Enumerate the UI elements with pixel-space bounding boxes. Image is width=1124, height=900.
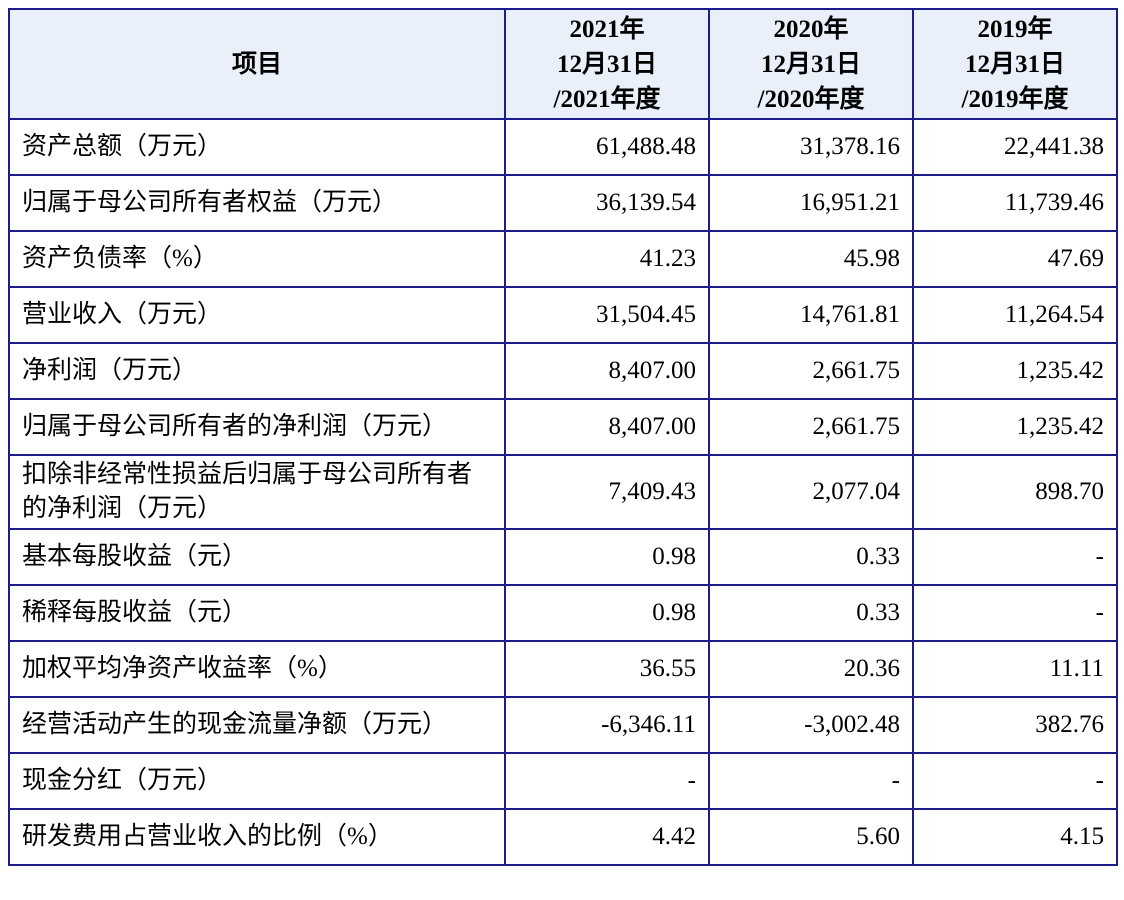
- cell-2021: 36,139.54: [504, 174, 710, 232]
- cell-2020: 14,761.81: [708, 286, 914, 344]
- table-row: 资产负债率（%） 41.23 45.98 47.69: [8, 230, 1118, 288]
- table-row: 扣除非经常性损益后归属于母公司所有者的净利润（万元） 7,409.43 2,07…: [8, 454, 1118, 530]
- cell-2019: 11,264.54: [912, 286, 1118, 344]
- cell-2021: 8,407.00: [504, 342, 710, 400]
- header-2021-line3: /2021年度: [553, 85, 661, 113]
- header-2019-line3: /2019年度: [961, 85, 1069, 113]
- cell-2020: 0.33: [708, 528, 914, 586]
- row-label: 现金分红（万元）: [8, 752, 506, 810]
- cell-2021: 31,504.45: [504, 286, 710, 344]
- header-2020-line1: 2020年: [773, 15, 849, 43]
- row-label: 资产总额（万元）: [8, 118, 506, 176]
- cell-2019: -: [912, 528, 1118, 586]
- table-row: 现金分红（万元） - - -: [8, 752, 1118, 810]
- cell-2021: -: [504, 752, 710, 810]
- row-label: 经营活动产生的现金流量净额（万元）: [8, 696, 506, 754]
- cell-2020: 2,661.75: [708, 342, 914, 400]
- cell-2019: 4.15: [912, 808, 1118, 866]
- cell-2020: 2,661.75: [708, 398, 914, 456]
- cell-2020: -3,002.48: [708, 696, 914, 754]
- cell-2020: 45.98: [708, 230, 914, 288]
- table-row: 资产总额（万元） 61,488.48 31,378.16 22,441.38: [8, 118, 1118, 176]
- table-row: 净利润（万元） 8,407.00 2,661.75 1,235.42: [8, 342, 1118, 400]
- cell-2020: -: [708, 752, 914, 810]
- header-2021: 2021年 12月31日 /2021年度: [504, 8, 710, 120]
- cell-2019: 11.11: [912, 640, 1118, 698]
- header-2019-line1: 2019年: [977, 15, 1053, 43]
- cell-2020: 31,378.16: [708, 118, 914, 176]
- cell-2021: 61,488.48: [504, 118, 710, 176]
- cell-2020: 2,077.04: [708, 454, 914, 530]
- header-2019: 2019年 12月31日 /2019年度: [912, 8, 1118, 120]
- cell-2021: -6,346.11: [504, 696, 710, 754]
- header-2020-line3: /2020年度: [757, 85, 865, 113]
- row-label: 加权平均净资产收益率（%）: [8, 640, 506, 698]
- header-2021-line1: 2021年: [569, 15, 645, 43]
- table-row: 基本每股收益（元） 0.98 0.33 -: [8, 528, 1118, 586]
- row-label: 资产负债率（%）: [8, 230, 506, 288]
- header-2019-line2: 12月31日: [964, 50, 1065, 78]
- table-row: 营业收入（万元） 31,504.45 14,761.81 11,264.54: [8, 286, 1118, 344]
- cell-2019: 47.69: [912, 230, 1118, 288]
- row-label: 净利润（万元）: [8, 342, 506, 400]
- cell-2021: 36.55: [504, 640, 710, 698]
- cell-2019: 11,739.46: [912, 174, 1118, 232]
- table-row: 归属于母公司所有者权益（万元） 36,139.54 16,951.21 11,7…: [8, 174, 1118, 232]
- row-label: 稀释每股收益（元）: [8, 584, 506, 642]
- table-row: 归属于母公司所有者的净利润（万元） 8,407.00 2,661.75 1,23…: [8, 398, 1118, 456]
- table-header-row: 项目 2021年 12月31日 /2021年度 2020年 12月31日 /20…: [8, 8, 1118, 120]
- financial-data-table: 项目 2021年 12月31日 /2021年度 2020年 12月31日 /20…: [8, 8, 1118, 866]
- cell-2021: 0.98: [504, 528, 710, 586]
- row-label: 扣除非经常性损益后归属于母公司所有者的净利润（万元）: [8, 454, 506, 530]
- cell-2020: 5.60: [708, 808, 914, 866]
- cell-2021: 4.42: [504, 808, 710, 866]
- cell-2019: 1,235.42: [912, 342, 1118, 400]
- table-row: 加权平均净资产收益率（%） 36.55 20.36 11.11: [8, 640, 1118, 698]
- table-row: 稀释每股收益（元） 0.98 0.33 -: [8, 584, 1118, 642]
- table-row: 经营活动产生的现金流量净额（万元） -6,346.11 -3,002.48 38…: [8, 696, 1118, 754]
- cell-2019: 22,441.38: [912, 118, 1118, 176]
- cell-2020: 16,951.21: [708, 174, 914, 232]
- table-row: 研发费用占营业收入的比例（%） 4.42 5.60 4.15: [8, 808, 1118, 866]
- header-item: 项目: [8, 8, 506, 120]
- cell-2019: -: [912, 752, 1118, 810]
- cell-2020: 20.36: [708, 640, 914, 698]
- cell-2021: 41.23: [504, 230, 710, 288]
- cell-2019: 898.70: [912, 454, 1118, 530]
- cell-2019: 1,235.42: [912, 398, 1118, 456]
- row-label: 基本每股收益（元）: [8, 528, 506, 586]
- header-2020-line2: 12月31日: [760, 50, 861, 78]
- cell-2019: -: [912, 584, 1118, 642]
- row-label: 归属于母公司所有者权益（万元）: [8, 174, 506, 232]
- header-2020: 2020年 12月31日 /2020年度: [708, 8, 914, 120]
- row-label: 研发费用占营业收入的比例（%）: [8, 808, 506, 866]
- row-label: 营业收入（万元）: [8, 286, 506, 344]
- cell-2019: 382.76: [912, 696, 1118, 754]
- header-2021-line2: 12月31日: [556, 50, 657, 78]
- cell-2021: 0.98: [504, 584, 710, 642]
- cell-2021: 7,409.43: [504, 454, 710, 530]
- cell-2020: 0.33: [708, 584, 914, 642]
- row-label: 归属于母公司所有者的净利润（万元）: [8, 398, 506, 456]
- cell-2021: 8,407.00: [504, 398, 710, 456]
